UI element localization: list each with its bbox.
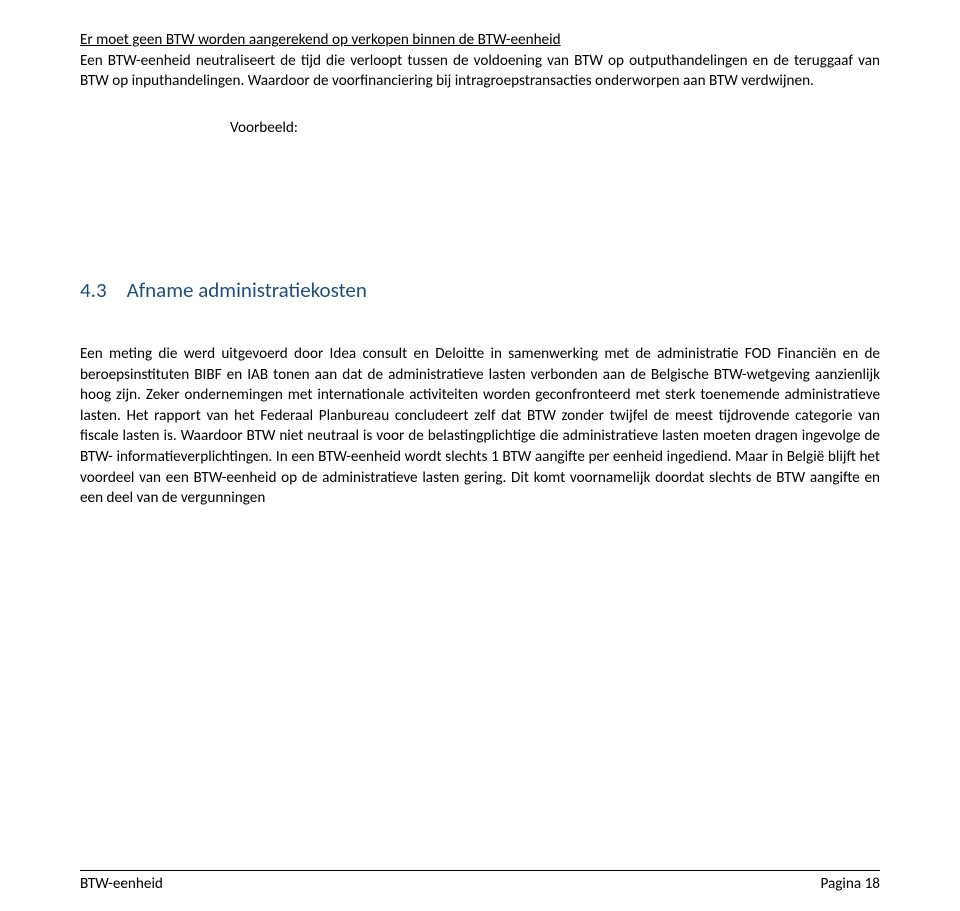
intro-paragraph: Een BTW-eenheid neutraliseert de tijd di… bbox=[80, 52, 880, 91]
section-title: Afname administratiekosten bbox=[127, 277, 367, 303]
body-paragraph: Een meting die werd uitgevoerd door Idea… bbox=[80, 344, 880, 508]
page-footer: BTW-eenheid Pagina 18 bbox=[80, 870, 880, 893]
document-page: Er moet geen BTW worden aangerekend op v… bbox=[0, 0, 960, 509]
footer-left: BTW-eenheid bbox=[80, 875, 163, 893]
section-heading: 4.3 Afname administratiekosten bbox=[80, 276, 880, 304]
section-number: 4.3 bbox=[80, 277, 107, 303]
footer-right: Pagina 18 bbox=[820, 875, 880, 893]
intro-underlined-title: Er moet geen BTW worden aangerekend op v… bbox=[80, 30, 880, 51]
intro-block: Er moet geen BTW worden aangerekend op v… bbox=[80, 30, 880, 92]
example-label: Voorbeeld: bbox=[230, 118, 880, 139]
